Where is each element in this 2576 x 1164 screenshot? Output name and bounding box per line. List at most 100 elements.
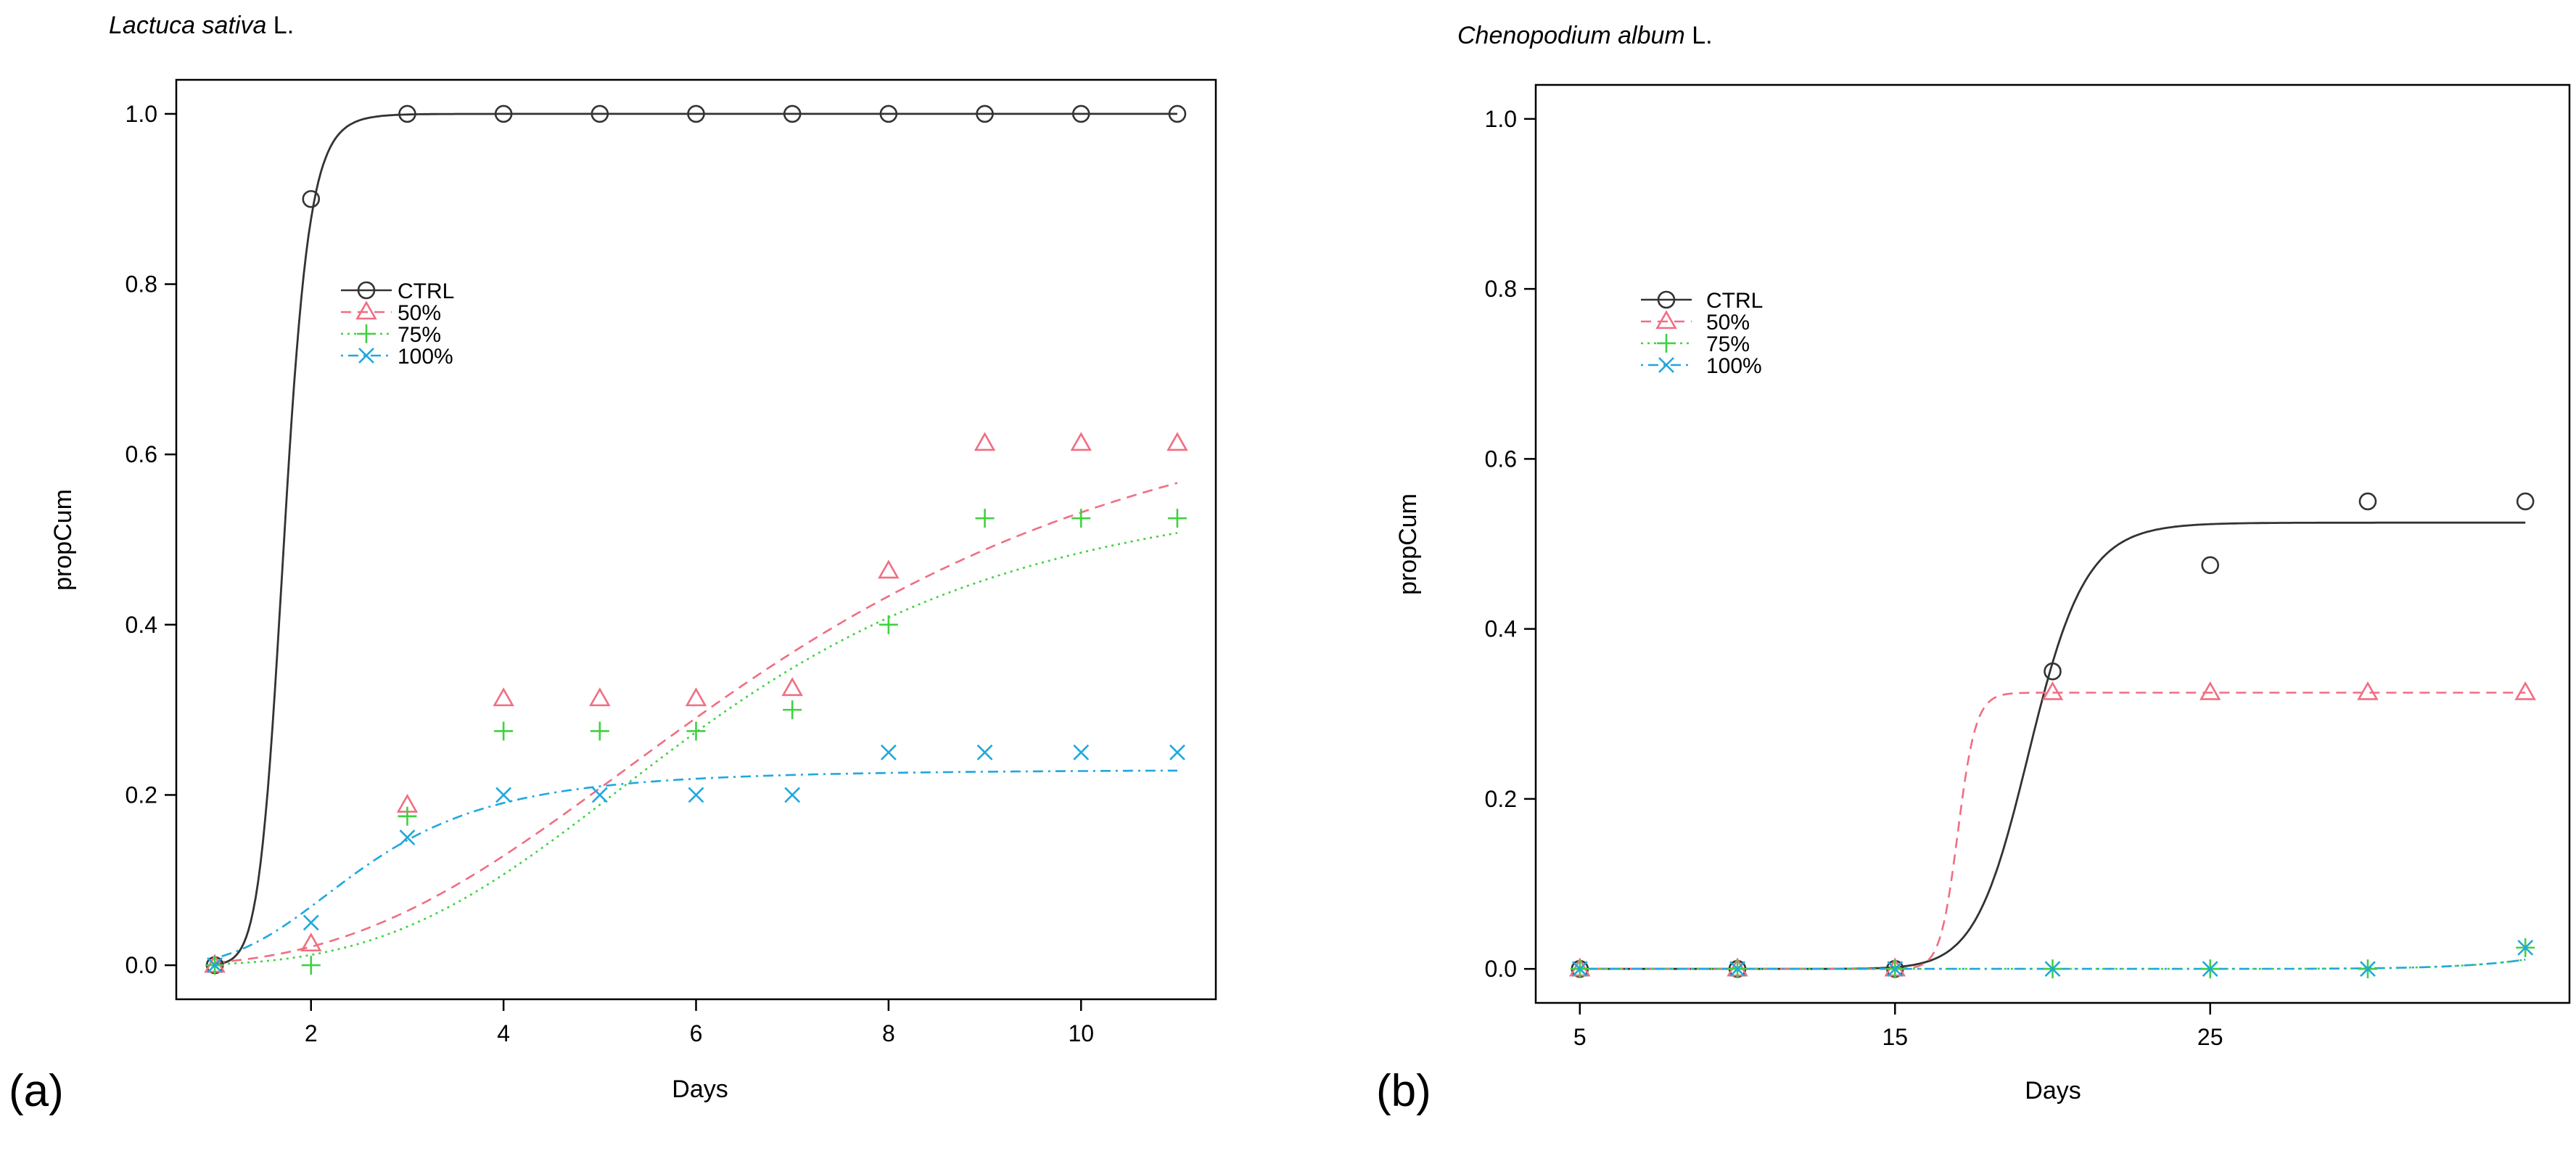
chart-a-ytick-label: 0.6 [125, 441, 157, 467]
chart-a-legend-marker-50pct [355, 300, 377, 320]
chart-b-point-100pct [2202, 961, 2218, 977]
chart-b-legend-label-100pct: 100% [1706, 354, 1762, 378]
chart-a-point-100pct [1073, 744, 1090, 761]
chart-b-data-points [1569, 492, 2536, 979]
chart-a-point-50pct [974, 432, 996, 451]
chart-b-point-100pct [2360, 961, 2376, 977]
chart-a-title: Lactuca sativa L. [109, 12, 294, 39]
chart-b-legend-label-75pct: 75% [1706, 332, 1750, 356]
chart-a-xtick-label: 2 [305, 1020, 318, 1046]
chart-a-data-points [204, 104, 1188, 975]
chart-b-xtick-label: 25 [2197, 1024, 2223, 1050]
chart-b-xtick-label: 5 [1573, 1024, 1587, 1050]
chart-a-point-75pct [494, 721, 514, 741]
chart-a-point-50pct [589, 687, 611, 707]
chart-a-point-75pct [1071, 509, 1091, 528]
chart-b-legend-marker-ctrl [1657, 290, 1676, 309]
chart-b-legend-marker-75pct [1657, 334, 1676, 353]
chart-a-legend-marker-100pct [358, 348, 374, 364]
chart-a-legend-marker-ctrl [357, 281, 376, 300]
chart-a-x-axis: 2 4 6 8 10 [305, 999, 1094, 1046]
chart-b-ytick-label: 0.2 [1485, 786, 1517, 812]
chart-a-point-75pct [590, 721, 609, 741]
chart-a-point-50pct [1070, 432, 1092, 451]
chart-b-title-italic: Chenopodium album [1457, 22, 1685, 49]
chart-a-point-ctrl [302, 189, 321, 208]
chart-a-point-ctrl [879, 104, 898, 123]
chart-b-point-50pct [2199, 681, 2221, 700]
chart-b-xtick-label: 15 [1882, 1024, 1908, 1050]
chart-panel-a: Lactuca sativa L. 0.0 0.2 0.4 0.6 0.8 1.0 2 4 6… [9, 12, 1217, 1116]
chart-a-xtick-label: 4 [497, 1020, 510, 1046]
chart-b-point-100pct [1729, 961, 1745, 977]
chart-b-point-ctrl [2201, 556, 2220, 575]
chart-b-fit-curve-50pct [1579, 692, 2526, 970]
chart-a-title-suffix: L. [266, 12, 294, 39]
chart-a-point-100pct [495, 787, 512, 803]
chart-b-title-suffix: L. [1685, 22, 1713, 49]
panel-label-b: (b) [1376, 1066, 1431, 1116]
chart-b-ytick-label: 0.4 [1485, 616, 1517, 642]
chart-a-ytick-label: 1.0 [125, 101, 157, 127]
chart-a-xtick-label: 10 [1068, 1020, 1094, 1046]
chart-a-point-100pct [688, 787, 704, 803]
chart-a-point-50pct [685, 687, 707, 707]
chart-b-point-50pct [2357, 681, 2379, 700]
chart-a-xtick-label: 6 [690, 1020, 703, 1046]
chart-a-point-50pct [300, 933, 322, 952]
chart-b-xlabel: Days [2025, 1077, 2081, 1104]
chart-a-point-ctrl [1168, 104, 1187, 123]
chart-b-ytick-label: 1.0 [1485, 106, 1517, 132]
chart-a-point-ctrl [494, 104, 513, 123]
chart-a-fit-curves [214, 112, 1178, 966]
chart-b-x-axis: 5 15 25 [1573, 1003, 2223, 1050]
chart-b-legend-marker-100pct [1658, 357, 1674, 373]
chart-a-ytick-label: 0.8 [125, 271, 157, 298]
chart-a-xlabel: Days [672, 1075, 728, 1103]
chart-a-point-ctrl [1071, 104, 1090, 123]
chart-b-point-100pct [2517, 939, 2534, 956]
chart-a-point-100pct [784, 787, 801, 803]
chart-a-point-75pct [398, 806, 417, 826]
chart-b-ylabel: propCum [1394, 493, 1422, 595]
chart-b-fit-curve-ctrl [1579, 521, 2526, 970]
chart-a-point-75pct [1167, 509, 1187, 528]
chart-a-point-75pct [783, 700, 802, 720]
chart-a-point-ctrl [398, 104, 416, 123]
chart-a-legend-label-100pct: 100% [398, 345, 453, 369]
chart-a-fit-curve-ctrl [214, 112, 1177, 966]
chart-a-point-100pct [399, 829, 416, 846]
chart-a-point-ctrl [783, 104, 802, 123]
chart-b-y-axis: 0.0 0.2 0.4 0.6 0.8 1.0 [1485, 106, 1536, 982]
chart-b-point-50pct [2041, 681, 2064, 700]
chart-b-point-100pct [2044, 961, 2061, 977]
chart-panel-b: Chenopodium album L. 0.00.20.40.60.81.0 … [1376, 22, 2571, 1116]
chart-a-point-100pct [591, 787, 608, 803]
chart-a-point-50pct [1166, 432, 1188, 451]
chart-a-point-100pct [1169, 744, 1185, 761]
chart-a-ylabel: propCum [49, 489, 77, 591]
chart-a-legend-label-ctrl: CTRL [398, 279, 454, 303]
chart-a-y-axis: 0.0 0.2 0.4 0.6 0.8 1.0 [125, 101, 176, 978]
chart-a-plot-frame [175, 78, 1217, 1001]
chart-b-point-100pct [1887, 961, 1904, 977]
chart-b-point-100pct [1571, 961, 1588, 977]
chart-a-point-50pct [493, 687, 514, 707]
chart-a-legend-label-50pct: 50% [398, 301, 441, 325]
chart-a-point-100pct [303, 914, 319, 931]
chart-b-legend-marker-50pct [1655, 310, 1677, 329]
panel-label-a: (a) [9, 1066, 64, 1116]
chart-b-ytick-label: 0.6 [1485, 446, 1517, 472]
chart-b-point-50pct [2514, 681, 2536, 700]
chart-a-fit-curve-100pct [214, 769, 1177, 959]
chart-b-plot-frame [1534, 83, 2571, 1004]
chart-a-point-50pct [781, 677, 803, 697]
chart-a-point-75pct [975, 509, 995, 528]
chart-a-point-ctrl [590, 104, 609, 123]
chart-a-ytick-label: 0.4 [125, 612, 157, 638]
chart-b-legend-label-ctrl: CTRL [1706, 289, 1763, 313]
chart-a-point-100pct [976, 744, 993, 761]
chart-a-point-50pct [878, 560, 900, 579]
